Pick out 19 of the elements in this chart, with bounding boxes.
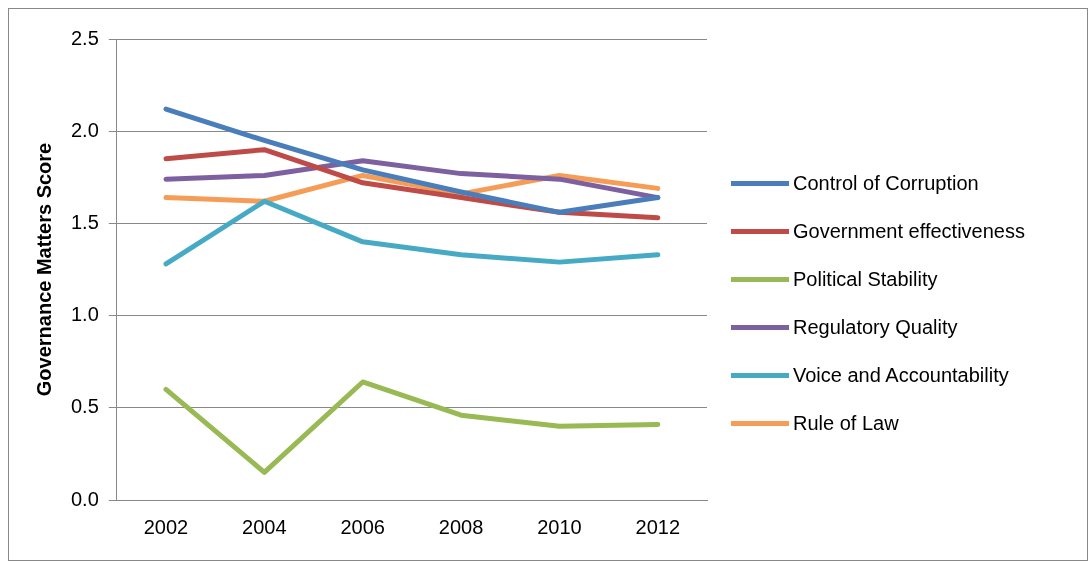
y-tick-label: 1.5 xyxy=(70,210,99,233)
legend-label: Government effectiveness xyxy=(793,219,1025,243)
legend-label: Political Stability xyxy=(793,267,938,291)
x-tick-label: 2004 xyxy=(242,515,287,538)
legend-label: Control of Corruption xyxy=(793,171,979,195)
x-tick-label: 2002 xyxy=(143,515,189,538)
y-tick-label: 2.0 xyxy=(70,118,99,141)
y-tick-label: 2.5 xyxy=(70,26,99,49)
legend-label: Voice and Accountability xyxy=(793,363,1009,387)
y-tick-label: 1.0 xyxy=(70,303,99,326)
x-tick-label: 2006 xyxy=(340,515,385,538)
legend-label: Rule of Law xyxy=(793,411,899,435)
y-axis-title: Governance Matters Score xyxy=(32,142,55,397)
y-tick-label: 0.0 xyxy=(70,487,99,510)
legend-label: Regulatory Quality xyxy=(793,315,958,339)
x-tick-label: 2012 xyxy=(635,515,681,538)
x-tick-label: 2010 xyxy=(537,515,582,538)
x-tick-label: 2008 xyxy=(438,515,484,538)
y-tick-label: 0.5 xyxy=(70,395,99,418)
